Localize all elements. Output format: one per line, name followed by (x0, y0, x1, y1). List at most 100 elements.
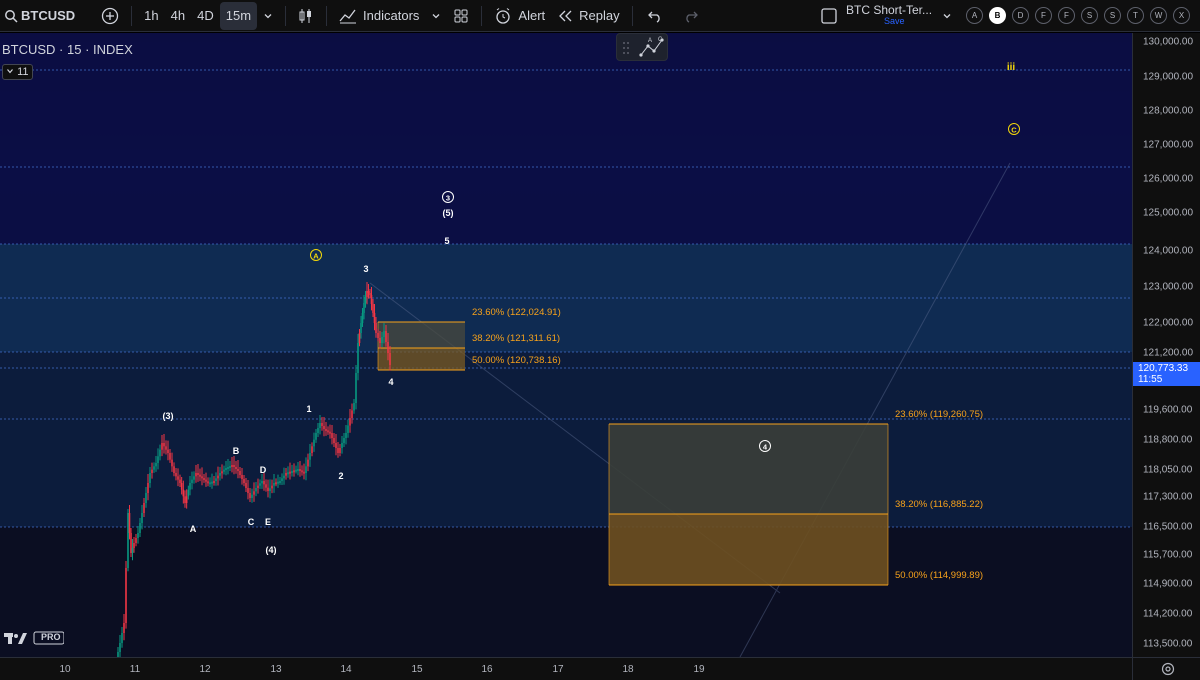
wave-label-5: 5 (444, 236, 449, 246)
replay-label: Replay (579, 8, 620, 23)
price-tick-label: 125,000.00 (1143, 207, 1194, 219)
candle-body (381, 337, 383, 343)
candle-body (367, 291, 370, 293)
candle-body (161, 443, 163, 450)
candle-body (235, 467, 237, 469)
quick-button-w[interactable]: W (1150, 7, 1167, 24)
candle-body (327, 430, 329, 433)
quick-button-t[interactable]: T (1127, 7, 1144, 24)
candle-body (193, 476, 195, 480)
candle-body (241, 475, 243, 479)
quick-button-f1[interactable]: F (1035, 7, 1052, 24)
chevron-down-icon (264, 13, 272, 18)
candle-body (265, 484, 267, 488)
chart-legend-title[interactable]: BTCUSD · 15 · INDEX (2, 42, 133, 57)
quick-button-f2[interactable]: F (1058, 7, 1075, 24)
candle-body (229, 466, 231, 468)
replay-button[interactable]: Replay (551, 2, 625, 30)
quick-button-a[interactable]: A (966, 7, 983, 24)
interval-4h[interactable]: 4h (170, 8, 186, 23)
candle-body (360, 323, 362, 333)
divider (285, 5, 287, 26)
templates-button[interactable] (447, 2, 475, 30)
price-tick-label: 124,000.00 (1143, 245, 1194, 257)
price-tick-label: 114,900.00 (1143, 578, 1193, 590)
drag-handle-icon (623, 42, 629, 54)
layout-name: BTC Short-Ter... (846, 3, 933, 17)
quick-button-x[interactable]: X (1173, 7, 1190, 24)
indicators-button[interactable]: Indicators (333, 2, 425, 30)
indicator-count-toggle[interactable]: 11 (2, 64, 34, 80)
interval-4d[interactable]: 4D (197, 8, 214, 23)
redo-button[interactable] (677, 2, 705, 30)
compare-button[interactable] (95, 2, 125, 30)
candle-body (209, 482, 211, 485)
interval-dropdown[interactable] (257, 2, 279, 30)
wave-label-b: B (233, 446, 240, 456)
interval-1h[interactable]: 1h (144, 8, 159, 23)
interval-15m[interactable]: 15m (219, 1, 258, 30)
candle-body (361, 313, 364, 323)
candle-body (149, 473, 151, 483)
chart-canvas[interactable]: 23.60% (122,024.91) 38.20% (121,311.61) … (0, 33, 1132, 657)
bar-countdown: 11:55 (1138, 374, 1163, 385)
candle-body (145, 493, 147, 503)
grid-icon (454, 9, 468, 22)
chevron-down-icon (7, 69, 13, 74)
save-link[interactable]: Save (884, 16, 905, 26)
svg-text:C: C (1011, 126, 1017, 135)
candle-body (321, 423, 323, 426)
candle-body (223, 469, 225, 472)
price-tick-label: 127,000.00 (1143, 139, 1194, 151)
indicators-dropdown[interactable] (425, 2, 447, 30)
symbol-search[interactable]: BTCUSD (0, 2, 81, 30)
price-tick-label: 115,700.00 (1143, 549, 1193, 561)
candle-body (309, 453, 311, 460)
candle-body (315, 433, 317, 440)
undo-button[interactable] (641, 2, 669, 30)
candle-body (139, 523, 141, 533)
candle-body (125, 568, 127, 623)
alert-button[interactable]: Alert (488, 2, 551, 30)
plus-circle-icon (102, 7, 119, 24)
candle-body (227, 467, 229, 469)
zone-band-bottom (0, 527, 1132, 657)
quick-button-s2[interactable]: S (1104, 7, 1121, 24)
chart-pane[interactable]: 23.60% (122,024.91) 38.20% (121,311.61) … (0, 33, 1132, 657)
candle-body (372, 304, 374, 313)
layout-selector[interactable]: BTC Short-Ter... Save (820, 2, 952, 30)
candle-body (283, 475, 285, 479)
rewind-icon (559, 10, 572, 21)
tradingview-logo[interactable]: PRO (4, 631, 65, 645)
candle-body (169, 453, 171, 460)
settings-icon[interactable] (1161, 662, 1175, 676)
wave-label-4-paren: (4) (266, 545, 277, 555)
wave-label-e: E (265, 517, 271, 527)
candle-body (325, 429, 327, 431)
candle-body (364, 297, 367, 303)
divider (326, 5, 328, 26)
candle-body (217, 475, 219, 479)
quick-button-d[interactable]: D (1012, 7, 1029, 24)
wave-label-d: D (260, 465, 267, 475)
time-axis[interactable]: 10 11 12 13 14 15 16 17 18 19 (0, 657, 1132, 680)
wave-label-1: 1 (306, 404, 311, 414)
candle-body (215, 478, 217, 481)
candle-body (187, 489, 190, 497)
candle-body (253, 491, 255, 495)
price-axis[interactable]: 130,000.00 129,000.00 128,000.00 127,000.00… (1132, 33, 1200, 657)
divider (481, 5, 483, 26)
candle-body (173, 466, 175, 473)
candle-body (289, 471, 291, 474)
wave-label-2: 2 (338, 471, 343, 481)
alarm-clock-icon (496, 7, 511, 24)
level-lines (0, 69, 1132, 528)
quick-button-s1[interactable]: S (1081, 7, 1098, 24)
time-tick-label: 12 (199, 664, 211, 675)
quick-button-b[interactable]: B (989, 7, 1006, 24)
chart-type-button[interactable] (292, 2, 320, 30)
price-tick-label: 121,200.00 (1143, 347, 1194, 359)
candle-body (293, 470, 295, 473)
